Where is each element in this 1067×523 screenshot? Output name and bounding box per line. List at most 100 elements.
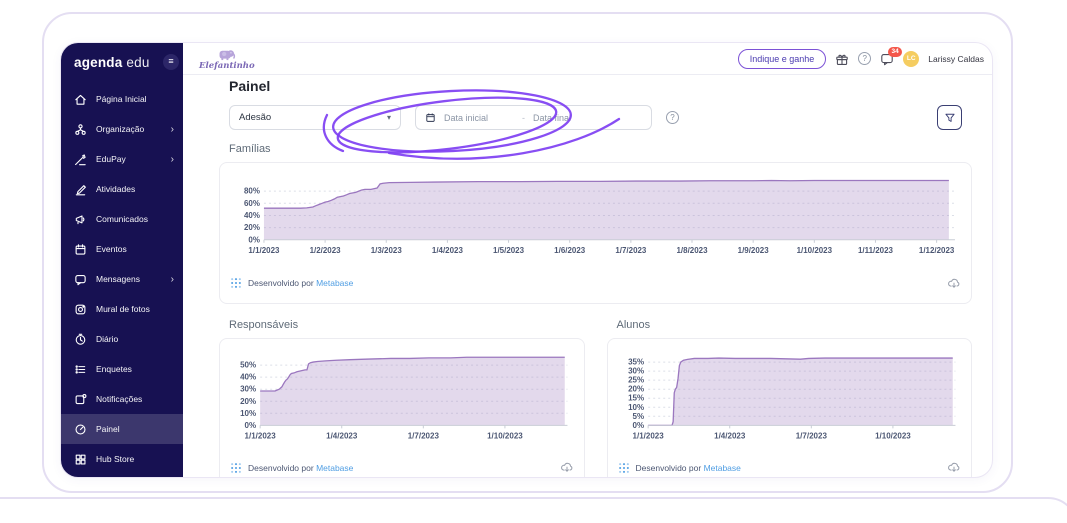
sidebar-item-org[interactable]: Organização › [61,114,183,144]
filter-button[interactable] [937,105,962,130]
filter-row: Adesão ▾ Data inicial - Data final ? [229,105,972,130]
org-icon [74,123,87,136]
help-icon: ? [858,52,871,65]
section-label-alunos: Alunos [617,319,973,331]
sidebar-item-label: Organização [96,124,144,134]
user-name: Larissy Caldas [928,54,984,64]
sidebar-item-activities[interactable]: Atividades [61,174,183,204]
funnel-icon [944,112,956,124]
avatar-initials: LC [907,55,916,62]
gift-icon[interactable] [835,52,849,66]
calendar-icon [425,112,436,123]
svg-text:0%: 0% [632,421,644,430]
svg-text:30%: 30% [240,385,256,394]
download-icon[interactable] [560,461,574,474]
sidebar-logo-row: agenda edu ≡ [61,43,183,76]
top-header: Elefantinho Indique e ganhe ? [183,43,992,75]
metric-select[interactable]: Adesão ▾ [229,105,401,130]
sidebar-item-label: Eventos [96,244,127,254]
sidebar-item-label: Hub Store [96,454,134,464]
sidebar-item-megaphone[interactable]: Comunicados [61,204,183,234]
calendar-icon [74,243,87,256]
svg-text:1/3/2023: 1/3/2023 [371,246,403,255]
svg-text:60%: 60% [244,199,260,208]
svg-text:1/7/2023: 1/7/2023 [795,431,827,440]
sidebar-item-label: Diário [96,334,118,344]
logo-light-text: edu [126,55,149,70]
attribution-text: Desenvolvido por Metabase [248,278,353,288]
metric-select-value: Adesão [239,112,271,123]
school-name: Elefantinho [199,62,255,71]
chevron-right-icon: › [171,124,174,135]
sidebar-item-photos[interactable]: Mural de fotos [61,294,183,324]
date-help-icon[interactable]: ? [666,111,679,124]
chevron-right-icon: › [171,154,174,165]
svg-text:35%: 35% [628,358,644,367]
svg-text:1/8/2023: 1/8/2023 [677,246,709,255]
sidebar-item-edupay[interactable]: EduPay› [61,144,183,174]
sidebar-collapse-button[interactable]: ≡ [163,54,179,70]
svg-text:40%: 40% [244,211,260,220]
svg-text:20%: 20% [240,397,256,406]
user-avatar[interactable]: LC [903,51,919,67]
svg-text:1/6/2023: 1/6/2023 [554,246,586,255]
charts-row: Responsáveis 0%10%20%30%40%50%1/1/20231/… [219,306,972,477]
agenda-edu-logo: agenda edu [74,55,175,70]
svg-text:1/10/2023: 1/10/2023 [487,431,523,440]
svg-text:15%: 15% [628,394,644,403]
photos-icon [74,303,87,316]
download-icon[interactable] [947,461,961,474]
notification-badge: 34 [888,47,902,57]
svg-text:1/9/2023: 1/9/2023 [738,246,770,255]
sidebar-item-dashboard[interactable]: Painel [61,414,183,444]
svg-text:1/4/2023: 1/4/2023 [432,246,464,255]
metabase-logo [618,462,630,474]
sidebar-item-label: Painel [96,424,120,434]
date-separator: - [522,113,525,123]
hamburger-icon: ≡ [168,56,173,66]
svg-text:50%: 50% [240,361,256,370]
metabase-link[interactable]: Metabase [704,463,741,473]
help-button[interactable]: ? [858,52,871,65]
megaphone-icon [74,213,87,226]
elephant-icon [217,48,236,61]
download-icon[interactable] [947,277,961,290]
metabase-link[interactable]: Metabase [316,278,353,288]
chat-icon [74,273,87,286]
svg-text:30%: 30% [628,367,644,376]
metabase-logo [230,277,242,289]
alunos-area-chart: 0%5%10%15%20%25%30%35%1/1/20231/4/20231/… [618,345,962,457]
sidebar-item-notifications[interactable]: Notificações [61,384,183,414]
svg-text:1/10/2023: 1/10/2023 [797,246,833,255]
svg-text:10%: 10% [628,403,644,412]
metabase-link[interactable]: Metabase [316,463,353,473]
section-label-familias: Famílias [229,143,972,155]
page-title: Painel [229,78,972,94]
sidebar-item-diary[interactable]: Diário [61,324,183,354]
dashboard-icon [74,423,87,436]
diary-icon [74,333,87,346]
activities-icon [74,183,87,196]
date-range-input[interactable]: Data inicial - Data final [415,105,652,130]
svg-text:1/1/2023: 1/1/2023 [632,431,664,440]
referral-button[interactable]: Indique e ganhe [738,49,827,69]
svg-text:1/7/2023: 1/7/2023 [408,431,440,440]
sidebar-item-polls[interactable]: Enquetes [61,354,183,384]
svg-text:0%: 0% [248,235,260,244]
svg-text:1/1/2023: 1/1/2023 [245,431,277,440]
sidebar-item-label: Comunicados [96,214,148,224]
sidebar-item-home[interactable]: Página Inicial [61,84,183,114]
sidebar-item-label: Página Inicial [96,94,147,104]
messages-button[interactable]: 34 [880,52,894,66]
attribution-prefix: Desenvolvido por [248,278,314,288]
sidebar-item-hubstore[interactable]: Hub Store [61,444,183,474]
home-icon [74,93,87,106]
sidebar-item-calendar[interactable]: Eventos [61,234,183,264]
chart-card-alunos: 0%5%10%15%20%25%30%35%1/1/20231/4/20231/… [607,338,973,477]
chart-card-familias: 0%20%40%60%80%1/1/20231/2/20231/3/20231/… [219,162,972,304]
sidebar-item-chat[interactable]: Mensagens› [61,264,183,294]
date-end-placeholder: Data final [533,113,571,123]
familias-area-chart: 0%20%40%60%80%1/1/20231/2/20231/3/20231/… [230,169,961,273]
svg-text:40%: 40% [240,373,256,382]
svg-text:1/10/2023: 1/10/2023 [875,431,911,440]
